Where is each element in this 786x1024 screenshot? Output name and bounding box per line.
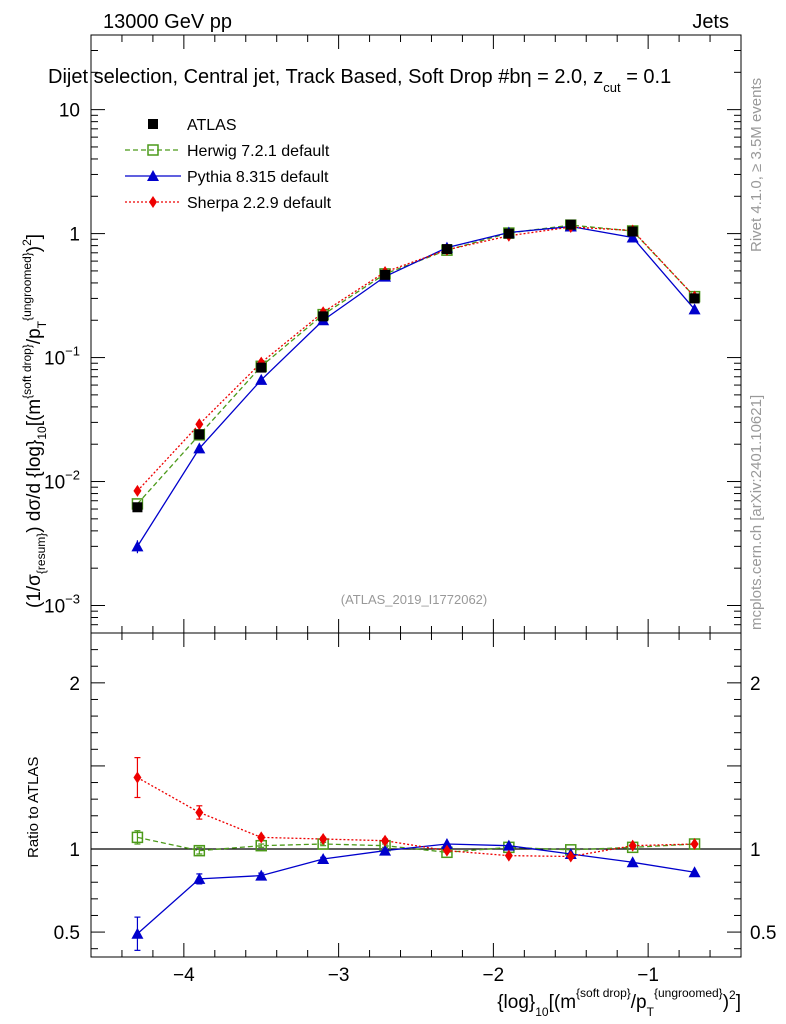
ratio-plot — [91, 757, 741, 951]
main-plot — [131, 219, 701, 554]
x-tick-label: −1 — [637, 965, 659, 986]
herwig-ratio-line — [137, 836, 695, 853]
y-tick-label: 2 — [69, 674, 80, 695]
y-axis-label-ratio: Ratio to ATLAS — [25, 757, 42, 858]
pythia-point — [626, 231, 639, 243]
y-tick-label: 2 — [750, 674, 761, 695]
legend-marker-herwig — [147, 144, 159, 156]
x-axis-label: {log}10[(m{soft drop}/pT{ungroomed})2] — [497, 986, 741, 1019]
axis-tick-labels: −4 −3 −2 −1 10−3 10−2 10−1 1 10 0.5 0.5 1 1 2 2 — [44, 101, 776, 986]
atlas-point — [441, 244, 452, 255]
pythia-ratio-point — [626, 856, 639, 868]
axis-ticks — [90, 34, 742, 957]
herwig-ratio-point — [131, 831, 144, 844]
analysis-watermark: (ATLAS_2019_I1772062) — [341, 592, 487, 607]
mcplots-label: mcplots.cern.ch [arXiv:2401.10621] — [748, 395, 765, 630]
sherpa-ratio-point — [257, 831, 266, 844]
legend-marker-pythia — [147, 170, 159, 181]
sherpa-ratio-line — [137, 776, 695, 858]
atlas-point — [256, 362, 267, 373]
sherpa-point — [195, 418, 204, 431]
herwig-line — [136, 224, 696, 505]
atlas-point — [194, 429, 205, 440]
pythia-point — [688, 303, 701, 315]
atlas-point — [565, 219, 576, 230]
x-tick-label: −4 — [173, 965, 195, 986]
pythia-ratio-point — [379, 844, 392, 856]
chart-title: Dijet selection, Central jet, Track Base… — [48, 66, 671, 95]
y-tick-label: 0.5 — [54, 923, 80, 944]
y-tick-label: 1 — [69, 840, 80, 861]
pythia-ratio-point — [255, 869, 268, 881]
legend-label-pythia: Pythia 8.315 default — [187, 169, 329, 186]
pythia-ratio-point — [131, 927, 144, 939]
title-zval: = 0.1 — [621, 66, 672, 88]
y-tick-label: 10−3 — [44, 591, 80, 617]
x-tick-label: −2 — [483, 965, 505, 986]
atlas-point — [132, 502, 143, 513]
y-axis-label-main: (1/σ{resum}) dσ/d {log}10[(m{soft drop}/… — [20, 234, 49, 608]
atlas-point — [380, 269, 391, 280]
pythia-ratio-line — [136, 843, 695, 935]
pythia-ratio-point — [193, 872, 206, 884]
pythia-ratio-point — [440, 838, 453, 850]
y-tick-label: 1 — [750, 840, 761, 861]
legend-label-atlas: ATLAS — [187, 117, 237, 134]
sherpa-point — [133, 484, 142, 497]
y-tick-label: 0.5 — [750, 923, 776, 944]
y-tick-label: 10−2 — [44, 468, 80, 494]
y-tick-label: 1 — [69, 225, 80, 246]
pythia-ratio-point — [317, 852, 330, 864]
rivet-label: Rivet 4.1.0, ≥ 3.5M events — [748, 78, 765, 252]
x-tick-label: −3 — [328, 965, 350, 986]
sherpa-ratio-point — [319, 833, 328, 846]
atlas-point — [503, 228, 514, 239]
title-main: Dijet selection, Central jet, Track Base… — [48, 66, 520, 88]
sherpa-ratio-point — [133, 771, 142, 784]
legend-marker-atlas — [148, 119, 158, 129]
legend-marker-sherpa — [149, 196, 157, 208]
process-label: Jets — [692, 11, 729, 33]
sherpa-ratio-point — [628, 839, 637, 852]
energy-label: 13000 GeV pp — [103, 11, 232, 33]
atlas-point — [318, 311, 329, 322]
sherpa-line — [136, 226, 696, 492]
herwig-ratio-point — [193, 844, 206, 857]
pythia-point — [193, 442, 206, 454]
sherpa-ratio-point — [195, 806, 204, 819]
sherpa-ratio-point — [690, 838, 699, 851]
legend: ATLAS Herwig 7.2.1 default Pythia 8.315 de… — [125, 117, 332, 212]
pythia-line — [136, 225, 696, 547]
title-cut: cut — [603, 80, 621, 95]
ratio-frame — [90, 632, 742, 958]
pythia-ratio-point — [688, 866, 701, 878]
sherpa-ratio-point — [566, 850, 575, 863]
title-beta: η = 2.0, z — [520, 66, 603, 88]
legend-label-sherpa: Sherpa 2.2.9 default — [187, 195, 332, 212]
legend-label-herwig: Herwig 7.2.1 default — [187, 143, 330, 160]
sherpa-ratio-point — [381, 834, 390, 847]
pythia-ratio-point — [502, 839, 515, 851]
y-tick-label: 10 — [59, 101, 80, 122]
pythia-point — [255, 373, 268, 385]
sherpa-ratio-point — [442, 844, 451, 857]
atlas-point — [689, 293, 700, 304]
y-tick-label: 10−1 — [44, 344, 80, 370]
sherpa-ratio-point — [504, 849, 513, 862]
atlas-point — [627, 226, 638, 237]
